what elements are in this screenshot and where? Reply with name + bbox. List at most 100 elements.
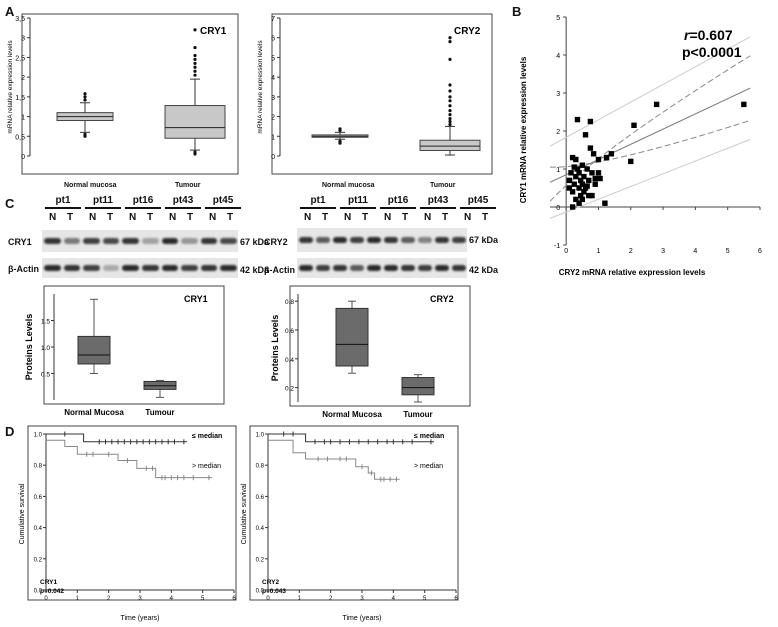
- y-tick-label: 1.5: [41, 319, 50, 326]
- protein-band: [220, 238, 238, 244]
- lane-label: N: [424, 212, 432, 223]
- cry2-survival-curve: 0.0 0.2 0.4 0.6 0.8 1.0 0 1 2 3 4 5 6 Time (years) Cum…: [241, 425, 459, 622]
- protein-band: [220, 265, 238, 271]
- protein-band: [161, 265, 179, 271]
- y-tick-label: 3: [556, 91, 560, 98]
- scatter-point: [569, 154, 576, 161]
- scatter-point: [587, 118, 594, 125]
- patient-label: pt1: [300, 195, 336, 209]
- x-tick-label: 6: [758, 248, 762, 255]
- y-tick-label: 0.4: [34, 526, 43, 532]
- patient-label: pt43: [165, 195, 201, 209]
- scatter-point: [571, 181, 577, 187]
- protein-band: [200, 265, 218, 271]
- x-tick-label: 6: [454, 596, 458, 602]
- y-tick-label: 0.2: [285, 386, 294, 393]
- x-tick-label: 3: [138, 596, 142, 602]
- y-axis-label: mRNA relative expression levels: [257, 40, 264, 134]
- y-axis-label: CRY1 mRNA relative expression levels: [519, 56, 528, 203]
- patient-label: pt16: [125, 195, 161, 209]
- y-tick-label: 1,5: [15, 95, 25, 102]
- protein-band: [350, 265, 365, 271]
- lane-label: T: [147, 212, 154, 223]
- protein-band: [44, 238, 61, 244]
- x-axis-label: Time (years): [342, 615, 381, 622]
- scatter-point: [589, 192, 595, 199]
- outlier-point: [193, 69, 197, 73]
- y-tick-label: 3: [21, 36, 25, 43]
- protein-band: [367, 237, 382, 243]
- y-tick-label: 0.6: [256, 495, 265, 501]
- scatter-point: [576, 185, 582, 191]
- y-tick-label: 3: [271, 95, 275, 102]
- x-tick-label: 4: [693, 248, 697, 255]
- x-tick-label: 4: [392, 596, 396, 602]
- protein-band: [63, 265, 81, 271]
- legend-le-median: ≤ median: [192, 433, 222, 440]
- outlier-point: [193, 57, 197, 62]
- scatter-point: [569, 189, 576, 195]
- cry2-blot-label: CRY2: [264, 237, 288, 247]
- lane-label: N: [169, 212, 177, 223]
- p-value: p<0.0001: [682, 44, 742, 60]
- scatter-point: [587, 145, 594, 151]
- outlier-point: [83, 95, 87, 99]
- category-label: Tumour: [145, 408, 174, 417]
- y-axis-label: Proteins Levels: [270, 315, 280, 382]
- protein-band: [367, 265, 382, 271]
- patient-label: pt45: [460, 195, 496, 209]
- box-0: [335, 307, 369, 367]
- scatter-point: [584, 166, 590, 172]
- y-tick-label: 4: [271, 75, 275, 82]
- cry1-mrna-boxplot: CRY1 0 0,5 1 1,5 2 2,5 3 3,5 mRNA relative expres…: [7, 13, 239, 175]
- outlier-point: [448, 36, 452, 40]
- x-tick-label: 0: [44, 596, 48, 602]
- y-tick-label: 0: [556, 205, 560, 212]
- protein-band: [102, 265, 120, 271]
- scatter-point: [628, 158, 634, 165]
- plot-frame: [43, 285, 225, 405]
- actin-blot-strip-2: [297, 258, 467, 278]
- outlier-point: [193, 45, 197, 50]
- protein-band: [122, 265, 140, 271]
- protein-band: [384, 265, 399, 271]
- outlier-point: [448, 104, 452, 108]
- panel-letter-c: C: [5, 196, 15, 211]
- scatter-point: [577, 177, 584, 184]
- box-1: [401, 377, 435, 396]
- panel-letter-d: D: [5, 424, 15, 439]
- outlier-point: [448, 116, 452, 121]
- protein-band: [299, 265, 314, 271]
- cry1-blot-label: CRY1: [8, 237, 32, 247]
- scatter-point: [741, 101, 747, 108]
- scatter-point: [576, 200, 582, 206]
- y-tick-label: 0.2: [34, 557, 43, 563]
- y-tick-label: 1: [21, 115, 25, 122]
- lane-label: N: [344, 212, 352, 223]
- outlier-point: [448, 83, 452, 87]
- x-tick-label: 1: [298, 596, 302, 602]
- y-tick-label: 0.4: [256, 526, 265, 532]
- scatter-point: [579, 196, 586, 203]
- x-tick-label: 0: [266, 596, 270, 602]
- lane-label: T: [67, 212, 74, 223]
- scatter-point: [569, 204, 576, 210]
- scatter-point: [602, 200, 608, 206]
- lane-label: N: [209, 212, 217, 223]
- scatter-point: [581, 189, 587, 195]
- scatter-point: [573, 156, 579, 163]
- outlier-point: [448, 57, 452, 62]
- protein-band: [333, 265, 348, 271]
- p-value-label: p=0.043: [262, 588, 286, 595]
- lane-label: N: [89, 212, 97, 223]
- lane-label: N: [304, 212, 312, 223]
- scatter-point: [589, 170, 595, 176]
- outlier-point: [448, 40, 452, 44]
- protein-band: [44, 265, 61, 271]
- scatter-point: [592, 181, 598, 187]
- r-number: =0.607: [689, 27, 732, 43]
- x-tick-label: 1: [597, 248, 601, 255]
- scatter-point: [566, 185, 573, 191]
- y-tick-label: 1: [556, 167, 560, 174]
